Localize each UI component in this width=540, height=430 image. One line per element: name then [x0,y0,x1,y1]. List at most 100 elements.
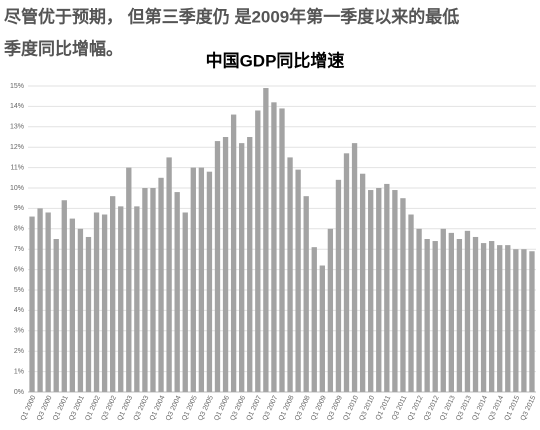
x-tick-label: Q1 2010 [342,395,360,422]
bar [400,198,406,392]
bar [222,137,229,392]
y-tick-label: 1% [14,368,24,375]
bar [303,196,309,392]
bar [376,188,382,392]
bar [513,249,519,392]
y-tick-label: 15% [10,83,24,90]
bar [255,110,261,392]
bar [214,141,221,392]
x-tick-label: Q1 2006 [213,395,231,422]
bar [271,102,277,392]
bar [335,179,342,392]
bar [497,245,503,392]
x-tick-label: Q1 2015 [504,395,522,422]
y-tick-label: 4% [14,307,24,314]
x-tick-label: Q1 2000 [20,395,38,422]
bar [392,190,398,392]
bar [190,167,196,392]
bar [150,188,156,392]
bar [472,236,479,392]
x-tick-label: Q1 2001 [52,395,70,422]
x-tick-label: Q3 2014 [488,395,506,422]
bar [368,190,374,392]
bar [206,171,213,392]
bar [126,167,132,392]
caption-line: 季度同比增幅。 [4,38,123,58]
bar [247,137,253,392]
bar [101,214,108,392]
y-tick-label: 10% [10,185,24,192]
bar [505,245,511,392]
x-tick-label: Q3 2012 [423,395,441,422]
bar [182,212,188,392]
bar [230,114,237,392]
bar [432,241,438,392]
bar [110,196,116,392]
x-tick-label: Q1 2002 [84,395,102,422]
x-tick-label: Q3 2011 [391,395,409,422]
bar [440,228,446,392]
x-tick-label: Q1 2008 [278,395,296,422]
x-tick-label: Q3 2010 [358,395,376,422]
bar [118,206,124,392]
bar [142,188,148,392]
x-tick-label: Q1 2009 [310,395,328,422]
x-tick-label: Q1 2011 [375,395,393,422]
x-tick-label: Q3 2002 [100,395,118,422]
x-tick-label: Q3 2001 [68,395,86,422]
y-tick-label: 5% [14,287,24,294]
y-tick-label: 8% [14,226,24,233]
x-tick-label: Q3 2006 [229,395,247,422]
bar [327,228,334,392]
x-tick-label: Q1 2013 [439,395,457,422]
x-tick-label: Q3 2004 [165,395,183,422]
bar [37,208,43,392]
x-tick-label: Q3 2007 [262,395,280,422]
bar [263,88,269,392]
y-tick-label: 9% [14,205,24,212]
bar [295,169,301,392]
chart-title: 中国GDP同比增速 [206,50,345,70]
bar [359,173,366,392]
x-tick-label: Q3 2005 [197,395,215,422]
bar [134,206,140,392]
bar [239,143,245,392]
x-tick-label: Q3 2003 [133,395,151,422]
bar [174,192,180,392]
bar [279,108,285,392]
bar [488,241,495,392]
x-tick-label: Q3 2009 [326,395,344,422]
y-tick-label: 14% [10,103,24,110]
bar [45,212,51,392]
bar [85,236,92,392]
bar [480,243,487,392]
x-tick-label: Q1 2004 [149,395,167,422]
x-tick-label: Q1 2012 [407,395,425,422]
bar [408,214,414,392]
x-tick-label: Q3 2013 [455,395,473,422]
bar [343,153,350,392]
caption-line: 尽管优于预期， 但第三季度仍 是2009年第一季度以来的最低 [4,6,459,26]
bar [464,230,471,392]
bar [166,157,172,392]
bar [424,239,430,392]
y-tick-label: 12% [10,144,24,151]
x-tick-label: Q3 2000 [36,395,54,422]
y-tick-label: 7% [14,246,24,253]
x-tick-label: Q1 2007 [246,395,264,422]
bar [93,212,100,392]
bar [529,251,535,392]
bar [319,265,325,392]
y-tick-label: 2% [14,348,24,355]
bar [61,200,67,392]
y-tick-label: 6% [14,266,24,273]
x-tick-label: Q1 2014 [471,395,489,422]
bar [351,143,358,392]
x-tick-label: Q1 2005 [181,395,199,422]
bar [53,239,59,392]
x-tick-label: Q1 2003 [117,395,135,422]
bar [521,249,527,392]
bar [456,239,463,392]
